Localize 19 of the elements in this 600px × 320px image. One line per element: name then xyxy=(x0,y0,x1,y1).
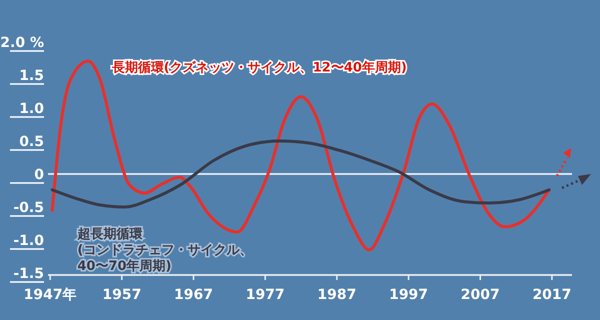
x-tick-label: 2007 xyxy=(460,287,500,303)
x-tick-label: 1957 xyxy=(102,287,142,303)
x-tick-label: 1987 xyxy=(317,287,356,303)
x-tick-label: 2017 xyxy=(532,287,572,303)
y-tick-label: -0.5 xyxy=(13,200,44,216)
y-tick-label: -1.5 xyxy=(13,266,44,282)
y-tick-label: 1.5 xyxy=(19,68,44,84)
x-tick-label: 1977 xyxy=(246,287,285,303)
y-tick-label: 1.0 xyxy=(19,100,44,117)
y-tick-label: 0 xyxy=(34,166,44,183)
series-label: 長期循環(クズネッツ・サイクル、12〜40年周期) xyxy=(110,60,407,76)
y-tick-label: 0.5 xyxy=(19,134,44,150)
x-tick-label: 1947年 xyxy=(24,287,77,303)
y-tick-label: -1.0 xyxy=(13,232,44,249)
y-tick-label: 2.0 % xyxy=(0,34,44,51)
line-series xyxy=(50,140,551,208)
x-tick-label: 1997 xyxy=(389,287,428,303)
x-tick-label: 1967 xyxy=(174,287,213,303)
text: 超長期循環 (コンドラチェフ・サイクル、 40〜70年周期) xyxy=(76,227,252,274)
